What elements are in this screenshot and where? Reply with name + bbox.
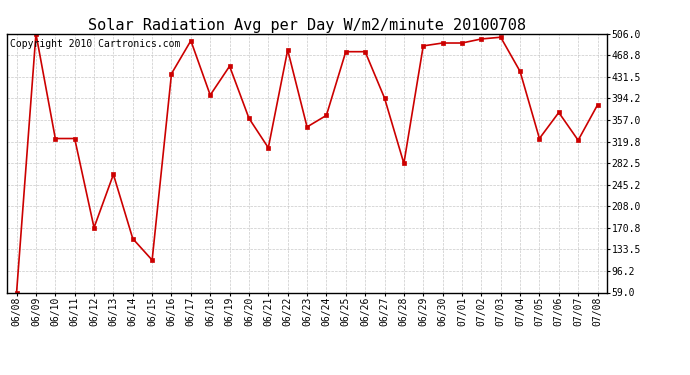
Text: Copyright 2010 Cartronics.com: Copyright 2010 Cartronics.com — [10, 39, 180, 49]
Title: Solar Radiation Avg per Day W/m2/minute 20100708: Solar Radiation Avg per Day W/m2/minute … — [88, 18, 526, 33]
